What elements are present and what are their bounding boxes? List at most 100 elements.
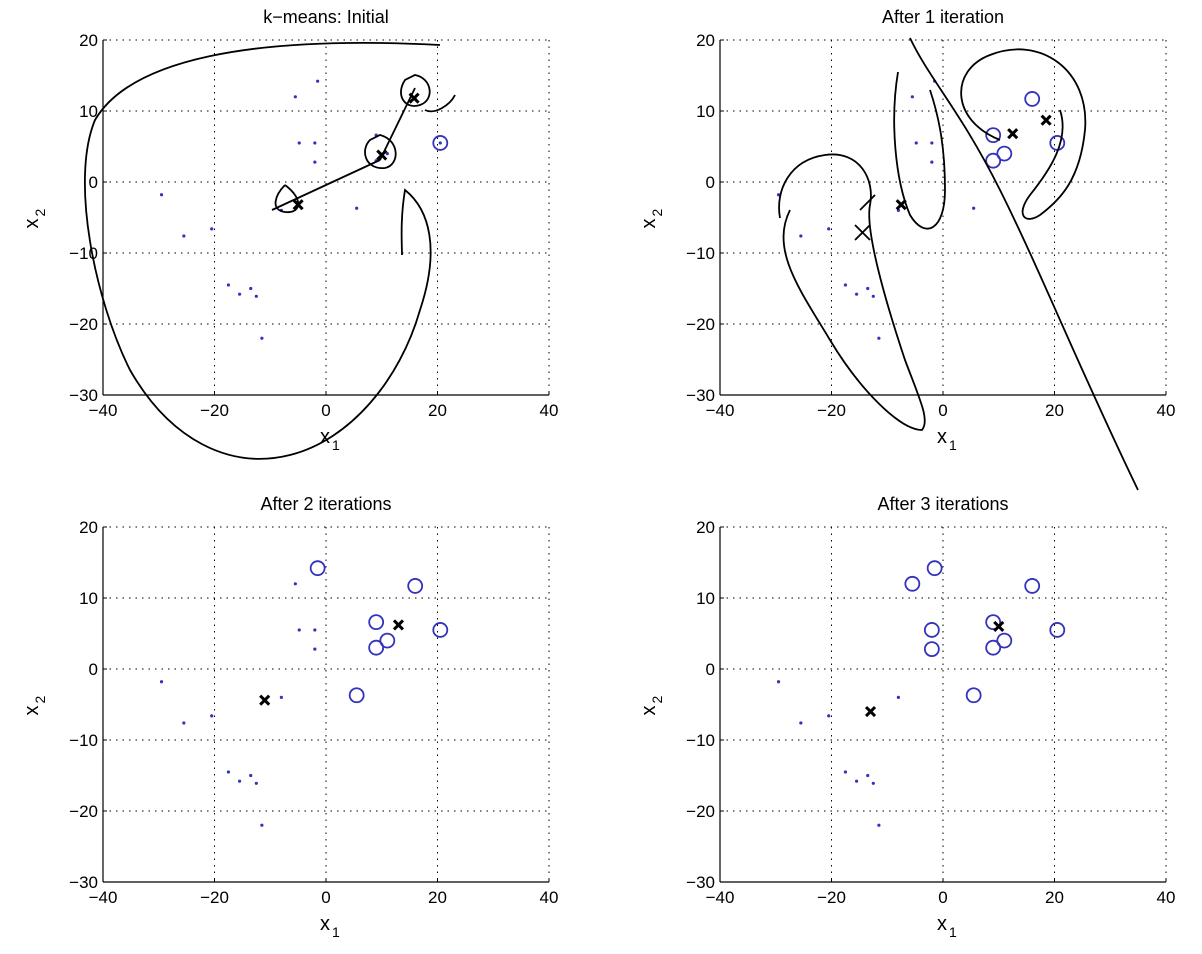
y-tick-label: −20 [686,802,715,821]
scribble-cross-mid [854,194,876,241]
data-point [313,628,317,632]
assigned-point-circle [996,632,1013,649]
y-tick-label: −10 [686,244,715,263]
y-axis-label-group: x2 [21,696,48,716]
y-tick-label: 10 [79,102,98,121]
y-tick-label: 0 [706,173,715,192]
x-axis-label-subscript: 1 [332,924,340,940]
data-point [254,781,258,785]
data-point [254,294,258,298]
data-point [313,141,317,145]
data-point [249,286,253,291]
data-point [877,823,881,827]
y-tick-label: 20 [696,31,715,50]
x-tick-label: 20 [428,888,447,907]
assigned-point-circle [926,560,943,577]
scribble-arrow-initial [271,87,416,213]
assigned-point-circle [985,152,1002,169]
y-tick-label: −20 [686,315,715,334]
x-tick-label: 40 [540,888,559,907]
data-point [293,582,297,586]
y-tick-label: −30 [69,873,98,892]
data-point [313,647,317,651]
x-axis-label: x [937,426,947,448]
x-tick-label: 40 [1157,401,1176,420]
x-tick-label: 0 [321,888,330,907]
x-tick-label: 20 [1045,401,1064,420]
assigned-point-circle [923,622,940,638]
y-axis-label-group: x2 [638,209,665,229]
panel-after-1-iteration: −40 −20 0 20 40 −30 −20 −10 0 10 20 After 1 iterati… [638,7,1175,453]
data-point [355,206,359,210]
data-point [260,336,264,340]
y-tick-label: 20 [79,31,98,50]
scribble-left-lobe [778,153,926,431]
data-point [827,227,831,231]
data-point [297,628,301,632]
y-axis-label: x [21,706,43,716]
data-point [827,714,831,718]
scribble-circles-initial [364,74,456,169]
data-point [930,160,934,164]
x-tick-label: 0 [938,888,947,907]
y-tick-label: 10 [696,589,715,608]
assigned-point-circle [379,632,396,649]
y-axis-label-subscript: 2 [32,696,48,704]
data-point [972,206,976,210]
x-tick-label: −20 [817,401,846,420]
scribble-annotations [83,37,1139,491]
data-point [843,770,848,774]
data-point [914,141,918,145]
data-point [159,680,164,684]
y-axis-label-subscript: 2 [32,209,48,217]
assigned-point-circle [1049,622,1066,638]
data-point [799,234,803,238]
data-point [260,823,264,827]
data-point [385,152,389,156]
data-point [910,95,914,99]
centroid-marker [993,620,1005,632]
scribble-long-line [909,37,1139,491]
data-point [871,294,875,298]
data-point [854,292,859,296]
data-point [930,141,934,145]
centroid-marker [392,619,405,631]
data-point [237,779,242,783]
assigned-point-circle [309,560,326,577]
x-axis-label-subscript: 1 [949,924,957,940]
data-point [182,234,186,238]
centroid-marker [1007,128,1019,140]
data-point [237,292,242,296]
data-point [877,336,881,340]
x-tick-label: 40 [1157,888,1176,907]
data-point [279,695,283,700]
x-tick-label: −40 [89,401,118,420]
data-point [866,773,870,778]
data-point [210,227,214,231]
data-point [313,160,317,164]
data-point [776,680,781,684]
y-tick-label: 0 [89,173,98,192]
panel-after-3-iterations: −40 −20 0 20 40 −30 −20 −10 0 10 20 After 3 iterati… [638,494,1175,940]
assigned-point-circle [904,575,921,592]
y-axis-label-group: x2 [21,209,48,229]
y-tick-label: 20 [696,518,715,537]
x-tick-label: −20 [200,888,229,907]
y-tick-label: −30 [69,386,98,405]
y-tick-label: −20 [69,802,98,821]
x-tick-label: −20 [817,888,846,907]
y-tick-label: 20 [79,518,98,537]
x-tick-label: −40 [706,888,735,907]
data-point [866,286,870,291]
centroid-marker [259,694,271,706]
y-tick-label: −30 [686,386,715,405]
y-axis-label: x [638,219,660,229]
y-axis-label: x [638,706,660,716]
y-axis-label: x [21,219,43,229]
assigned-point-circle [996,145,1013,162]
panel-title: After 3 iterations [877,494,1008,514]
x-axis-label: x [320,426,330,448]
scribble-lasso-right-cluster [960,48,1087,220]
assigned-point-circle [407,578,424,594]
